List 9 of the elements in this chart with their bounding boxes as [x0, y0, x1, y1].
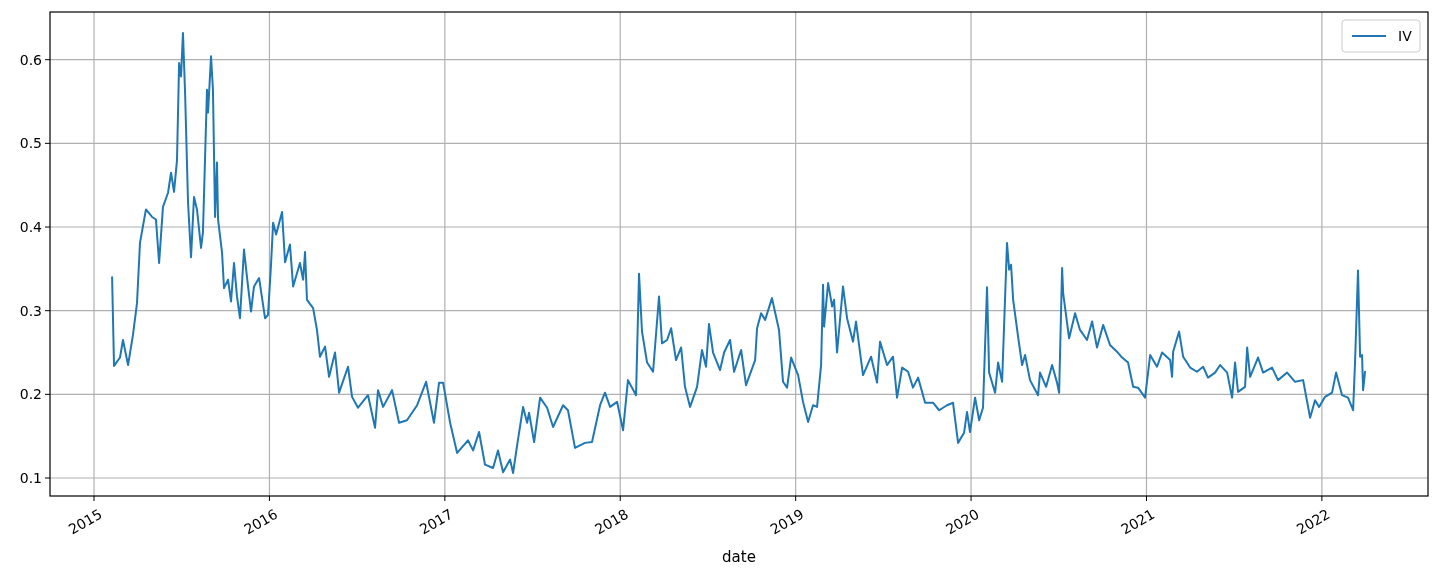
- line-series: [111, 31, 1367, 474]
- y-tick-label: 0.6: [19, 51, 43, 68]
- y-tick-label: 0.1: [19, 470, 42, 487]
- y-tick-label: 0.2: [19, 386, 42, 403]
- y-tick-label: 0.3: [19, 302, 42, 319]
- y-tick-label: 0.5: [19, 135, 42, 152]
- y-tick-label: 0.4: [19, 219, 43, 236]
- legend-label: IV: [1398, 28, 1413, 44]
- x-axis-title: date: [722, 548, 756, 566]
